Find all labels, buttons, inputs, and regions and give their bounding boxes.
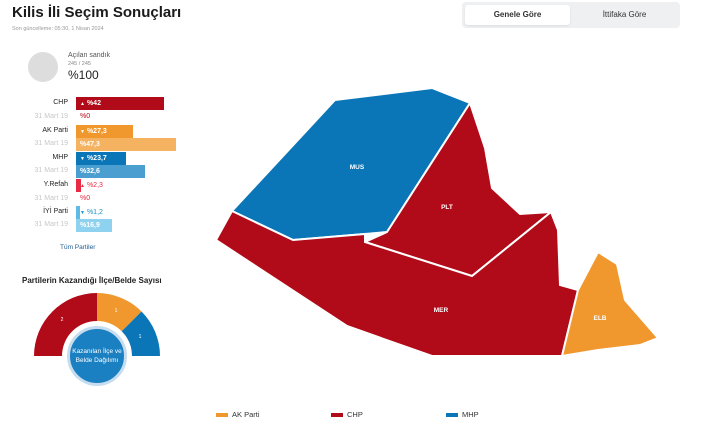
map-label-mus: MUS — [350, 164, 365, 171]
previous-election-label: 31 Mart 19 — [34, 167, 68, 174]
last-updated: Son güncelleme: 05:30, 1 Nisan 2024 — [12, 26, 104, 32]
map-label-elb: ELB — [594, 315, 607, 322]
tab-general[interactable]: Genele Göre — [465, 5, 570, 25]
map-region-elb[interactable] — [560, 250, 660, 358]
previous-vote-label: %16,9 — [80, 222, 100, 229]
previous-election-label: 31 Mart 19 — [34, 195, 68, 202]
party-name: Y.Refah — [43, 181, 68, 188]
opened-ballot-label: Açılan sandık — [68, 52, 111, 59]
donut-segment-chp[interactable] — [34, 293, 97, 356]
current-vote-bar — [76, 179, 81, 192]
previous-vote-bar — [76, 165, 145, 178]
legend-swatch — [216, 413, 228, 418]
legend-swatch — [331, 413, 343, 418]
previous-vote-label: %47,3 — [80, 141, 100, 148]
current-vote-bar — [76, 152, 126, 165]
current-vote-label: ▼ %1,2 — [80, 209, 103, 216]
won-distribution-button[interactable]: Kazanılan İlçe ve Belde Dağılımı — [67, 326, 127, 386]
legend-item-chp: CHP — [331, 410, 363, 420]
legend-item-akp: AK Parti — [216, 410, 260, 420]
donut-count-mhp: 1 — [139, 334, 142, 340]
donut-count-chp: 2 — [61, 317, 64, 323]
map-region-mer[interactable] — [214, 209, 580, 357]
tab-alliance[interactable]: İttifaka Göre — [602, 10, 647, 19]
down-arrow-icon: ▼ — [80, 156, 85, 162]
donut-count-akp: 1 — [115, 308, 118, 314]
opened-ballot-pie — [28, 52, 58, 82]
down-arrow-icon: ▼ — [80, 129, 85, 135]
opened-ballot-percent: %100 — [68, 68, 99, 82]
map-label-mer: MER — [434, 307, 449, 314]
legend-item-mhp: MHP — [446, 410, 479, 420]
previous-election-label: 31 Mart 19 — [34, 221, 68, 228]
opened-ballot-count: 245 / 245 — [68, 61, 91, 67]
previous-election-label: 31 Mart 19 — [34, 113, 68, 120]
previous-vote-bar — [76, 219, 112, 232]
current-vote-label: ▲ %42 — [80, 100, 101, 107]
previous-vote-label: %32,6 — [80, 168, 100, 175]
all-parties-link[interactable]: Tüm Partiler — [60, 244, 96, 251]
party-name: İYİ Parti — [43, 208, 68, 215]
current-vote-bar — [76, 125, 133, 138]
legend-swatch — [446, 413, 458, 418]
current-vote-label: ▲ %2,3 — [80, 182, 103, 189]
up-arrow-icon: ▲ — [80, 101, 85, 107]
party-name: CHP — [53, 99, 68, 106]
party-name: MHP — [52, 154, 68, 161]
view-tabs: Genele Göre İttifaka Göre — [462, 2, 680, 28]
up-arrow-icon: ▲ — [80, 183, 85, 189]
donut-segment-mhp[interactable] — [121, 311, 160, 357]
donut-segment-akp[interactable] — [97, 293, 142, 332]
won-districts-donut: 2 1 1 — [34, 293, 160, 357]
current-vote-label: ▼ %27,3 — [80, 128, 107, 135]
current-vote-label: ▼ %23,7 — [80, 155, 107, 162]
previous-election-label: 31 Mart 19 — [34, 140, 68, 147]
previous-vote-bar — [76, 138, 176, 151]
current-vote-bar — [76, 206, 80, 219]
down-arrow-icon: ▼ — [80, 210, 85, 216]
won-districts-title: Partilerin Kazandığı İlçe/Belde Sayısı — [22, 276, 162, 285]
previous-vote-label: %0 — [80, 195, 91, 202]
map-label-plt: PLT — [441, 204, 453, 211]
current-vote-bar — [76, 97, 164, 110]
previous-vote-label: %0 — [80, 113, 91, 120]
page-title: Kilis İli Seçim Sonuçları — [12, 4, 182, 21]
party-name: AK Parti — [42, 127, 68, 134]
